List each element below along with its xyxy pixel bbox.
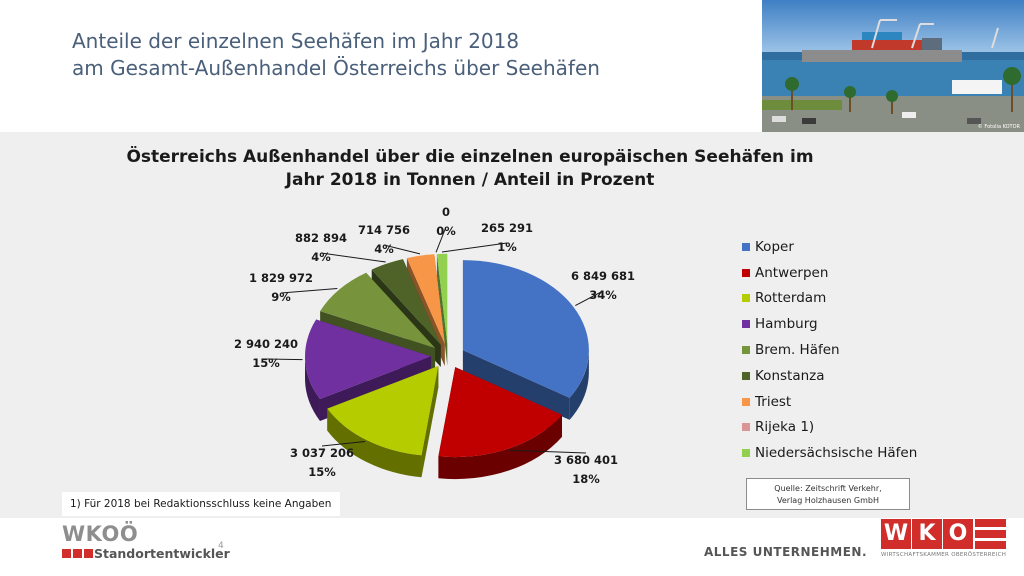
data-label-value-koper: 6 849 681 [571, 269, 635, 283]
data-label-value-konstanza: 882 894 [295, 231, 347, 245]
legend-swatch [742, 449, 750, 458]
wko-logo-stripes [975, 519, 1006, 549]
legend-label: Koper [755, 238, 794, 255]
pie-data-labels: 6 849 681 34% 3 680 401 18% 3 037 206 15% 2 94… [234, 205, 635, 486]
legend-swatch [742, 397, 750, 406]
data-label-value-hamburg: 2 940 240 [234, 337, 298, 351]
wko-logo-letter-k: K [912, 519, 942, 549]
chart-title-line-2: Jahr 2018 in Tonnen / Anteil in Prozent [285, 170, 655, 190]
legend-item-triest: Triest [742, 389, 917, 415]
legend-swatch [742, 268, 750, 277]
data-label-value-rijeka-1: 0 [442, 205, 450, 219]
pie-slice-koper [462, 260, 589, 398]
legend-label: Antwerpen [755, 264, 829, 281]
slide-title-line-2: am Gesamt-Außenhandel Österreichs über S… [72, 56, 600, 80]
legend-label: Rijeka 1) [755, 419, 815, 436]
wko-logo-letter-w: W [881, 519, 911, 549]
slide-title-line-1: Anteile der einzelnen Seehäfen im Jahr 2… [72, 29, 520, 53]
wko-logo-letter-o: O [943, 519, 973, 549]
legend-item-rotterdam: Rotterdam [742, 286, 917, 312]
chart-legend: Koper Antwerpen Rotterdam Hamburg Brem. Häfe… [742, 234, 917, 466]
pie-slice-antwerpen [438, 367, 562, 458]
data-label-value-niedersaechsische-haefen: 265 291 [481, 221, 533, 235]
legend-swatch [742, 294, 750, 303]
legend-label: Brem. Häfen [755, 342, 840, 359]
legend-label: Rotterdam [755, 290, 827, 307]
wko-logo-letters: W K O [881, 519, 974, 549]
legend-label: Triest [755, 393, 792, 410]
legend-label: Hamburg [755, 316, 818, 333]
slide-title: Anteile der einzelnen Seehäfen im Jahr 2… [72, 28, 600, 82]
pie-slice-side-koper-edge-2 [462, 350, 570, 420]
data-label-percent-koper: 34% [589, 288, 617, 302]
data-label-percent-rotterdam: 15% [308, 465, 336, 479]
data-label-value-antwerpen: 3 680 401 [554, 453, 618, 467]
pie-slice-brem-haefen [320, 272, 436, 349]
pie-leader-lines [265, 226, 604, 454]
data-label-percent-konstanza: 4% [311, 250, 331, 264]
source-line-1: Quelle: Zeitschrift Verkehr, [774, 484, 882, 493]
page-number: 4 [218, 541, 224, 551]
pie-top-layer [305, 253, 589, 458]
legend-swatch [742, 242, 750, 251]
legend-label: Konstanza [755, 367, 825, 384]
pie-slice-konstanza [371, 259, 441, 345]
wkooe-logo: WKOÖ Standortentwickler [60, 522, 230, 566]
data-label-value-brem-haefen: 1 829 972 [249, 271, 313, 285]
wko-logo: W K O WIRTSCHAFTSKAMMER OBERÖSTERREICH [881, 519, 1006, 561]
tagline: ALLES UNTERNEHMEN. [704, 545, 868, 559]
data-label-percent-triest: 4% [374, 242, 394, 256]
footnote: 1) Für 2018 bei Redaktionsschluss keine … [62, 492, 340, 516]
pie-slice-side-koper-rim [569, 350, 589, 420]
pie-slice-side-rotterdam-edge-1 [421, 366, 439, 478]
source-line-2: Verlag Holzhausen GmbH [777, 496, 879, 505]
wkooe-logo-squares [62, 549, 95, 558]
chart-title-line-1: Österreichs Außenhandel über die einzeln… [126, 147, 814, 167]
legend-swatch [742, 371, 750, 380]
leader-line-konstanza [320, 252, 386, 263]
legend-item-rijeka-1: Rijeka 1) [742, 415, 917, 441]
pie-slice-hamburg [305, 319, 432, 399]
legend-swatch [742, 423, 750, 432]
wkooe-logo-name: WKOÖ [62, 522, 139, 546]
legend-item-hamburg: Hamburg [742, 311, 917, 337]
legend-item-antwerpen: Antwerpen [742, 260, 917, 286]
data-label-value-rotterdam: 3 037 206 [290, 446, 354, 460]
leader-line-rijeka-1 [435, 226, 447, 253]
data-label-percent-hamburg: 15% [252, 356, 280, 370]
legend-swatch [742, 320, 750, 329]
legend-item-konstanza: Konstanza [742, 363, 917, 389]
leader-line-koper [575, 290, 604, 307]
pie-slice-triest [406, 254, 445, 344]
legend-item-niedersaechsische-haefen: Niedersächsische Häfen [742, 440, 917, 466]
chart-title: Österreichs Außenhandel über die einzeln… [90, 146, 850, 192]
pie-slice-side-niedersaechsische-haefen-edge-1 [436, 254, 448, 366]
pie-slice-side-hamburg-rim [305, 356, 320, 421]
leader-line-niedersaechsische-haefen [441, 242, 508, 253]
legend-item-koper: Koper [742, 234, 917, 260]
data-label-percent-niedersaechsische-haefen: 1% [497, 240, 517, 254]
data-label-percent-antwerpen: 18% [572, 472, 600, 486]
pie-slice-side-antwerpen-rim [438, 414, 562, 480]
pie-slice-niedersaechsische-haefen [436, 253, 448, 344]
wkooe-logo-subtitle: Standortentwickler [94, 546, 230, 561]
legend-label: Niedersächsische Häfen [755, 445, 918, 462]
pie-slice-side-rotterdam-rim [327, 408, 422, 478]
harbor-photo: © Fotolia KOTOR [762, 0, 1024, 132]
data-label-percent-rijeka-1: 0% [436, 224, 456, 238]
legend-item-brem-haefen: Brem. Häfen [742, 337, 917, 363]
leader-line-brem-haefen [280, 287, 338, 294]
leader-line-hamburg [265, 358, 303, 361]
data-label-value-triest: 714 756 [358, 223, 410, 237]
photo-credit: © Fotolia KOTOR [977, 124, 1020, 130]
leader-line-antwerpen [509, 449, 587, 454]
legend-swatch [742, 346, 750, 355]
leader-line-rotterdam [321, 441, 366, 447]
pie-slice-rotterdam [327, 366, 439, 456]
leader-line-triest [383, 244, 421, 255]
wko-logo-subtitle: WIRTSCHAFTSKAMMER OBERÖSTERREICH [881, 552, 1007, 558]
source-box: Quelle: Zeitschrift Verkehr, Verlag Holz… [746, 478, 910, 510]
data-label-percent-brem-haefen: 9% [271, 290, 291, 304]
